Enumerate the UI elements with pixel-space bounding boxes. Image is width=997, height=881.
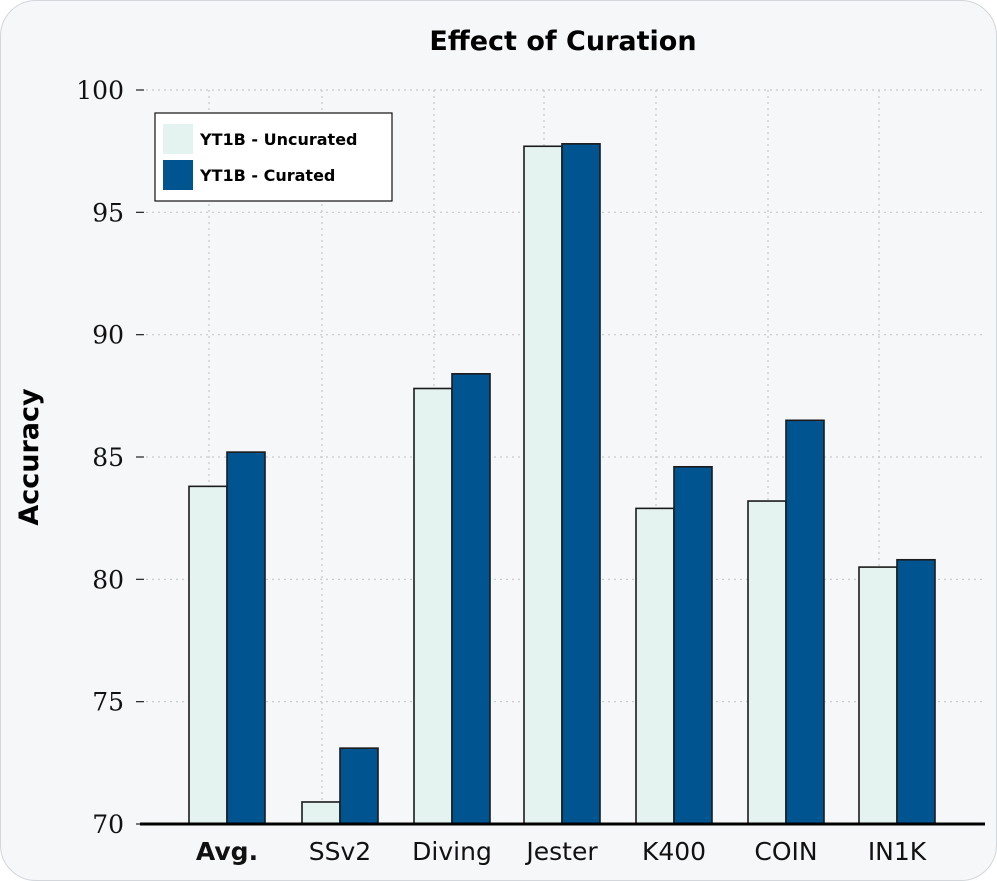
bar-curated	[785, 419, 825, 825]
x-tick-label: Diving	[412, 837, 492, 866]
x-axis-ticks: Avg. SSv2 Diving Jester K400 COIN IN1K	[196, 837, 927, 866]
bar-curated	[673, 465, 713, 825]
x-tick-label: Avg.	[196, 837, 258, 866]
legend-swatch	[163, 124, 193, 154]
bars	[188, 143, 936, 825]
y-tick-label: 95	[92, 198, 124, 227]
bar-uncurated	[858, 566, 898, 825]
bar-curated	[339, 747, 379, 825]
y-tick-label: 70	[92, 810, 124, 839]
legend-label: YT1B - Uncurated	[199, 130, 358, 149]
bar-uncurated	[747, 500, 787, 825]
bar-curated	[561, 143, 601, 825]
x-tick-label: Jester	[524, 837, 598, 866]
y-axis-label: Accuracy	[14, 388, 45, 526]
y-tick-label: 100	[76, 76, 124, 105]
bar-uncurated	[188, 485, 228, 825]
y-tick-label: 80	[92, 565, 124, 594]
legend-swatch	[163, 160, 193, 190]
x-tick-label: COIN	[754, 837, 817, 866]
bar-uncurated	[523, 145, 563, 825]
y-tick-label: 90	[92, 321, 124, 350]
y-axis-ticks: 70 75 80 85 90 95 100	[76, 76, 144, 839]
x-tick-label: SSv2	[309, 837, 371, 866]
legend-label: YT1B - Curated	[199, 166, 335, 185]
legend-box	[154, 112, 393, 202]
chart-title: Effect of Curation	[429, 26, 696, 57]
legend: YT1B - Uncurated YT1B - Curated	[154, 112, 393, 202]
bar-curated	[226, 451, 266, 825]
y-tick-label: 85	[92, 443, 124, 472]
y-tick-label: 75	[92, 688, 124, 717]
x-tick-label: IN1K	[868, 837, 927, 866]
x-tick-label: K400	[642, 837, 706, 866]
bar-curated	[451, 373, 491, 825]
bar-uncurated	[413, 387, 453, 825]
bar-uncurated	[301, 801, 341, 825]
bar-curated	[896, 558, 936, 825]
bar-uncurated	[635, 507, 675, 825]
